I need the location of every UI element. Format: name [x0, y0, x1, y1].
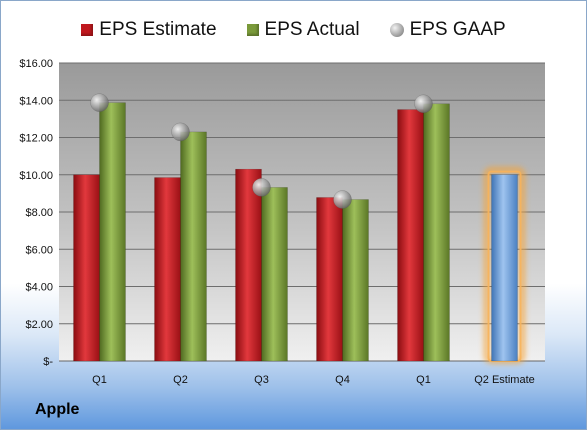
y-tick-label: $16.00	[19, 58, 53, 70]
bar-eps-next-estimate	[491, 174, 518, 362]
eps-gaap-marker	[90, 93, 109, 112]
legend-swatch-eps-estimate	[81, 24, 94, 36]
x-tick-label: Q3	[254, 374, 269, 386]
eps-gaap-marker	[252, 178, 271, 197]
bar-eps-actual	[99, 102, 126, 362]
bar-eps-actual	[180, 131, 207, 362]
y-tick-label: $12.00	[19, 133, 53, 145]
bar-eps-actual	[261, 187, 288, 362]
bar-eps-estimate	[154, 177, 181, 362]
gaap-markers-layer	[90, 93, 433, 209]
legend-item-eps-estimate: EPS Estimate	[81, 19, 217, 41]
bar-eps-actual	[342, 199, 369, 362]
legend-label-eps-actual: EPS Actual	[264, 19, 360, 40]
bar-eps-estimate	[235, 168, 262, 362]
y-axis-ticks: $- $2.00 $4.00 $6.00 $8.00 $10.00 $12.00 $14.00…	[19, 58, 53, 368]
bars-layer	[73, 102, 525, 364]
x-tick-label: Q1	[416, 374, 431, 386]
y-tick-label: $4.00	[25, 282, 53, 294]
eps-gaap-marker	[414, 94, 433, 114]
bar-eps-estimate	[316, 197, 343, 362]
x-axis-ticks: Q1 Q2 Q3 Q4 Q1 Q2 Estimate	[92, 374, 535, 386]
y-tick-label: $10.00	[19, 170, 53, 182]
x-tick-label: Q1	[92, 374, 107, 386]
legend-swatch-eps-gaap	[389, 23, 404, 37]
x-tick-label: Q2 Estimate	[474, 374, 535, 386]
bar-eps-estimate	[397, 109, 424, 362]
y-tick-label: $8.00	[25, 207, 53, 219]
x-tick-label: Q4	[335, 374, 350, 386]
eps-gaap-marker	[171, 122, 190, 142]
gridlines	[59, 62, 545, 362]
eps-gaap-marker	[333, 190, 352, 209]
x-tick-label: Q2	[173, 374, 188, 386]
y-tick-label: $-	[43, 356, 53, 368]
legend-item-eps-gaap: EPS GAAP	[389, 19, 506, 41]
y-tick-label: $6.00	[25, 244, 53, 256]
bar-eps-estimate	[73, 174, 100, 362]
legend-label-eps-estimate: EPS Estimate	[99, 19, 217, 40]
chart-legend: EPS Estimate EPS Actual EPS GAAP	[1, 14, 586, 46]
y-tick-label: $14.00	[19, 95, 53, 107]
legend-label-eps-gaap: EPS GAAP	[409, 19, 506, 40]
legend-item-eps-actual: EPS Actual	[246, 19, 360, 41]
bar-eps-actual	[423, 103, 450, 362]
company-name: Apple	[35, 401, 80, 418]
y-tick-label: $2.00	[25, 319, 53, 331]
legend-swatch-eps-actual	[246, 24, 259, 36]
